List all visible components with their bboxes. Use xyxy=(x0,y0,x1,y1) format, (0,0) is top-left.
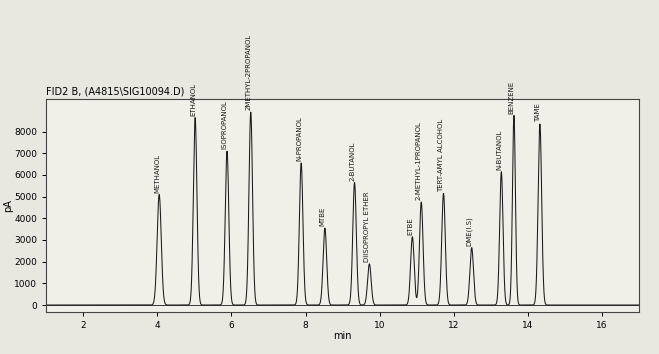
X-axis label: min: min xyxy=(333,331,352,341)
Text: 2-BUTANOL: 2-BUTANOL xyxy=(349,141,355,181)
Text: N-PROPANOL: N-PROPANOL xyxy=(296,116,302,161)
Text: ISOPROPANOL: ISOPROPANOL xyxy=(222,101,228,149)
Text: BENZENE: BENZENE xyxy=(509,80,515,114)
Text: MTBE: MTBE xyxy=(320,207,326,226)
Text: DIISOPROPYL ETHER: DIISOPROPYL ETHER xyxy=(364,192,370,262)
Text: N-BUTANOL: N-BUTANOL xyxy=(496,130,502,170)
Text: ETHANOL: ETHANOL xyxy=(190,83,196,116)
Text: ETBE: ETBE xyxy=(407,217,413,235)
Text: METHANOL: METHANOL xyxy=(154,154,160,193)
Y-axis label: pA: pA xyxy=(3,199,13,212)
Text: 2METHYL-2PROPANOL: 2METHYL-2PROPANOL xyxy=(246,34,252,110)
Text: FID2 B, (A4815\SIG10094.D): FID2 B, (A4815\SIG10094.D) xyxy=(46,87,185,97)
Text: DME(I.S): DME(I.S) xyxy=(466,216,473,246)
Text: TAME: TAME xyxy=(534,103,540,122)
Text: TERT-AMYL ALCOHOL: TERT-AMYL ALCOHOL xyxy=(438,119,444,192)
Text: 2-METHYL-1PROPANOL: 2-METHYL-1PROPANOL xyxy=(416,121,422,200)
